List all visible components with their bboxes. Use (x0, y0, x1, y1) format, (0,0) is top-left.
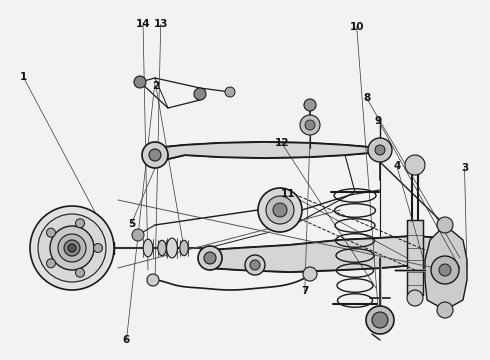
Circle shape (68, 244, 76, 252)
Circle shape (250, 260, 260, 270)
Circle shape (64, 240, 80, 256)
Circle shape (149, 149, 161, 161)
Circle shape (266, 196, 294, 224)
Circle shape (94, 243, 102, 252)
Circle shape (142, 142, 168, 168)
Circle shape (75, 219, 85, 228)
Circle shape (258, 188, 302, 232)
Text: 5: 5 (128, 219, 135, 229)
Text: 8: 8 (363, 93, 370, 103)
Circle shape (437, 217, 453, 233)
Circle shape (30, 206, 114, 290)
Circle shape (132, 229, 144, 241)
Polygon shape (425, 225, 467, 310)
Ellipse shape (167, 238, 177, 258)
Polygon shape (210, 236, 460, 278)
Circle shape (75, 268, 85, 277)
Text: 10: 10 (349, 22, 364, 32)
Circle shape (50, 226, 94, 270)
Circle shape (147, 274, 159, 286)
Text: 4: 4 (393, 161, 401, 171)
Polygon shape (407, 220, 423, 295)
Circle shape (273, 203, 287, 217)
Ellipse shape (180, 240, 188, 256)
Polygon shape (155, 142, 380, 162)
Circle shape (368, 138, 392, 162)
Circle shape (225, 87, 235, 97)
Text: 3: 3 (461, 163, 468, 174)
Ellipse shape (158, 240, 166, 256)
Text: 6: 6 (123, 335, 130, 345)
Circle shape (372, 312, 388, 328)
Circle shape (134, 76, 146, 88)
Circle shape (366, 306, 394, 334)
Circle shape (303, 267, 317, 281)
Circle shape (405, 155, 425, 175)
Circle shape (38, 214, 106, 282)
Text: 12: 12 (274, 138, 289, 148)
Circle shape (437, 302, 453, 318)
Circle shape (431, 256, 459, 284)
Text: 2: 2 (152, 81, 159, 91)
Text: 11: 11 (281, 189, 295, 199)
Circle shape (245, 255, 265, 275)
Circle shape (300, 115, 320, 135)
Text: 14: 14 (136, 19, 150, 30)
Circle shape (198, 246, 222, 270)
Circle shape (407, 290, 423, 306)
Circle shape (194, 88, 206, 100)
Text: 9: 9 (375, 116, 382, 126)
Circle shape (58, 234, 86, 262)
Circle shape (47, 259, 55, 268)
Text: 1: 1 (20, 72, 27, 82)
Circle shape (375, 145, 385, 155)
Circle shape (47, 228, 55, 237)
Circle shape (305, 120, 315, 130)
Circle shape (304, 99, 316, 111)
Text: 7: 7 (301, 286, 309, 296)
Circle shape (204, 252, 216, 264)
Ellipse shape (143, 239, 153, 257)
Circle shape (439, 264, 451, 276)
Text: 13: 13 (153, 19, 168, 30)
